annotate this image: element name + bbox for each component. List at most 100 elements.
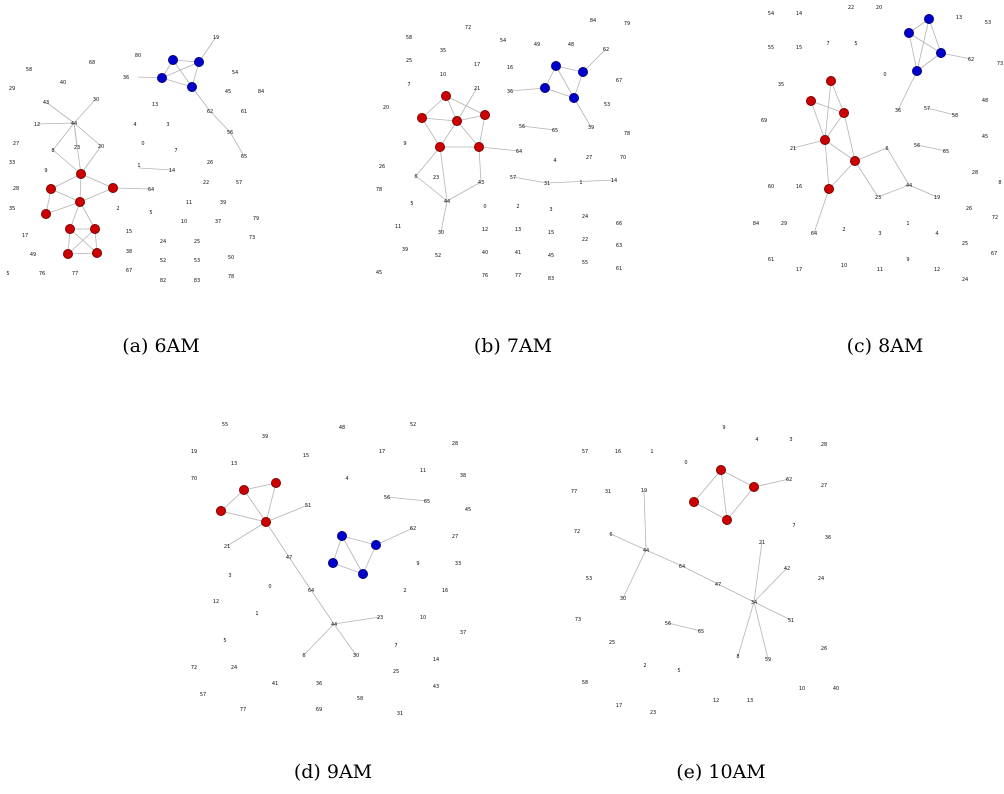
- node-label: 27: [586, 155, 592, 161]
- edge: [52, 149, 82, 175]
- node-label: 21: [224, 544, 230, 550]
- edge: [80, 173, 114, 189]
- edge: [792, 139, 826, 149]
- node-label: 30: [620, 596, 626, 602]
- edge: [720, 469, 728, 521]
- node-label: 27: [13, 141, 19, 147]
- blue-node: [370, 540, 381, 551]
- edge: [456, 120, 480, 148]
- node-label: 58: [357, 696, 363, 702]
- red-node: [63, 248, 74, 259]
- node-label: 39: [220, 200, 226, 206]
- node-label: 57: [924, 106, 930, 112]
- edge: [415, 175, 448, 202]
- node-label: 5: [6, 271, 9, 277]
- red-node: [92, 247, 103, 258]
- node-label: 3: [228, 573, 231, 579]
- node-label: 33: [455, 561, 461, 567]
- red-node: [479, 110, 490, 121]
- node-label: 48: [339, 425, 345, 431]
- edge: [79, 187, 114, 203]
- node-label: 9: [44, 168, 47, 174]
- edge: [667, 622, 702, 632]
- node-label: 19: [934, 195, 940, 201]
- node-label: 15: [126, 229, 132, 235]
- edge: [824, 112, 845, 141]
- node-label: 37: [460, 630, 466, 636]
- node-label: 63: [616, 243, 622, 249]
- node-label: 47: [715, 582, 721, 588]
- node-label: 20: [383, 105, 389, 111]
- edge: [824, 139, 830, 190]
- node-label: 9: [722, 425, 725, 431]
- edge: [478, 146, 482, 183]
- edge: [720, 469, 755, 488]
- edge: [643, 489, 647, 551]
- node-label: 11: [877, 267, 883, 273]
- node-label: 43: [43, 100, 49, 106]
- node-label: 5: [854, 41, 857, 47]
- node-label: 23: [875, 195, 881, 201]
- node-label: 2: [516, 204, 519, 210]
- node-label: 68: [89, 60, 95, 66]
- node-label: 33: [9, 160, 15, 166]
- node-label: 39: [402, 247, 408, 253]
- edge: [908, 32, 918, 72]
- node-label: 45: [982, 134, 988, 140]
- node-label: 44: [444, 199, 450, 205]
- edge: [243, 489, 267, 523]
- node-label: 76: [39, 271, 45, 277]
- node-label: 69: [316, 707, 322, 713]
- red-node: [238, 484, 249, 495]
- node-label: 64: [811, 231, 817, 237]
- node-label: 5: [677, 668, 680, 674]
- node-label: 56: [227, 130, 233, 136]
- edge: [50, 188, 81, 203]
- red-node: [108, 182, 119, 193]
- edge: [333, 616, 381, 625]
- edge: [824, 80, 832, 141]
- node-label: 17: [616, 703, 622, 709]
- edge: [928, 18, 942, 54]
- edge: [421, 117, 441, 148]
- node-label: 69: [761, 118, 767, 124]
- node-label: 11: [395, 224, 401, 230]
- node-label: 65: [943, 149, 949, 155]
- node-label: 2: [403, 588, 406, 594]
- edge: [810, 100, 845, 114]
- edge: [573, 97, 592, 128]
- red-node: [749, 481, 760, 492]
- edge: [521, 125, 556, 131]
- edge: [265, 482, 277, 523]
- node-label: 78: [376, 187, 382, 193]
- node-label: 56: [384, 495, 390, 501]
- node-label: 1: [650, 449, 653, 455]
- blue-node: [924, 13, 935, 24]
- edge: [229, 131, 245, 157]
- node-label: 7: [394, 643, 397, 649]
- node-label: 24: [160, 239, 166, 245]
- node-label: 2: [643, 663, 646, 669]
- node-label: 11: [186, 200, 192, 206]
- node-label: 56: [519, 124, 525, 130]
- red-node: [839, 108, 850, 119]
- edge: [45, 201, 81, 215]
- node-label: 0: [684, 460, 687, 466]
- edge: [198, 36, 217, 63]
- node-label: 12: [482, 227, 488, 233]
- edge: [717, 583, 755, 603]
- node-label: 6: [885, 146, 888, 152]
- node-label: 40: [482, 250, 488, 256]
- edge: [191, 86, 211, 112]
- node-label: 36: [123, 75, 129, 81]
- red-node: [826, 76, 837, 87]
- blue-node: [904, 27, 915, 38]
- node-label: 53: [586, 576, 592, 582]
- edge: [209, 110, 231, 133]
- edge: [80, 145, 102, 175]
- node-label: 23: [433, 175, 439, 181]
- node-label: 58: [582, 680, 588, 686]
- node-label: 77: [72, 271, 78, 277]
- node-label: 25: [962, 241, 968, 247]
- node-label: 7: [174, 148, 177, 154]
